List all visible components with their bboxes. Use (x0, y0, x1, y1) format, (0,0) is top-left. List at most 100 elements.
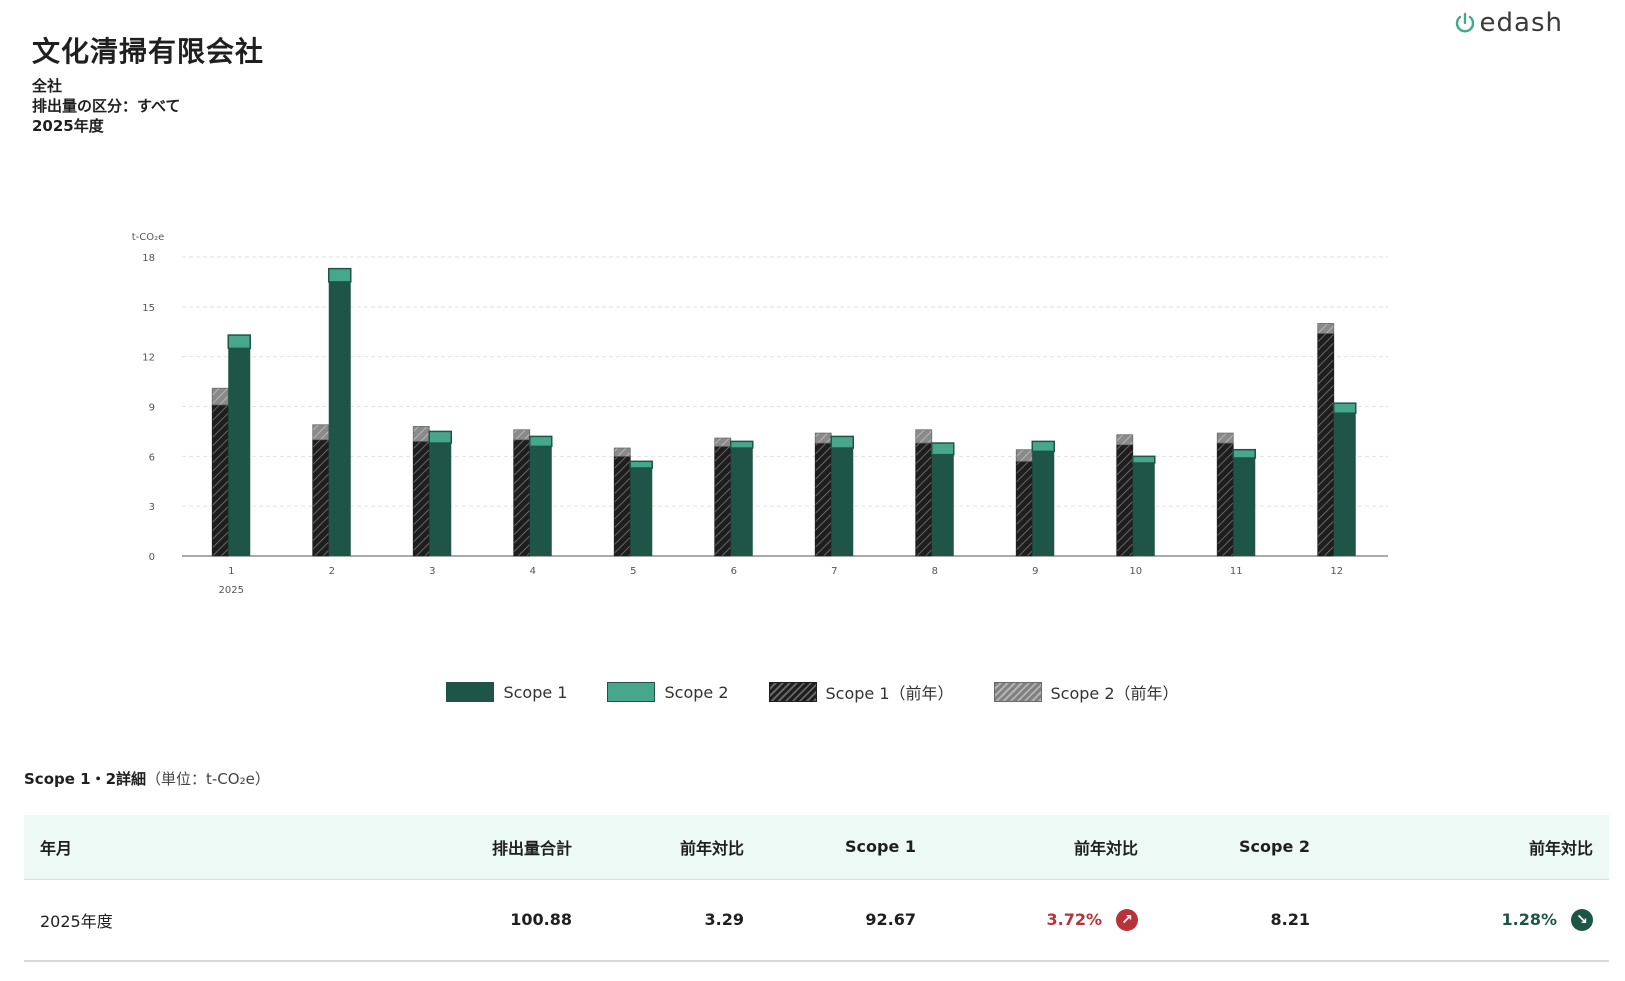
bar-scope1-prev (714, 445, 732, 557)
cell-period: 2025年度 (40, 911, 113, 931)
legend-label: Scope 1（前年） (825, 684, 954, 703)
bar-scope2-prev (1317, 323, 1335, 334)
bar-scope2 (1031, 440, 1055, 453)
fiscal-year-label: 2025年度 (32, 117, 104, 135)
bar-scope2 (1132, 455, 1156, 464)
scope2-yoy-value: 1.28% (1501, 910, 1557, 930)
bar-scope2-prev (1116, 434, 1134, 446)
col-header-total: 排出量合計 (386, 815, 588, 880)
legend-label: Scope 2 (664, 682, 729, 702)
bar-scope1-prev (1317, 333, 1335, 557)
x-tick-label: 5 (630, 566, 636, 577)
bar-scope1-prev (613, 455, 631, 557)
legend-item-scope1-prev[interactable]: Scope 1（前年） (768, 680, 954, 704)
y-tick-label: 12 (142, 353, 155, 364)
legend-swatch-scope2-prev (993, 682, 1042, 702)
x-tick-label: 4 (530, 566, 536, 577)
scope2-yoy-ratio: 1.28% ↘ (1501, 908, 1593, 931)
y-tick-label: 9 (149, 403, 155, 414)
bar-scope1 (1132, 462, 1155, 556)
legend-item-scope2-prev[interactable]: Scope 2（前年） (993, 680, 1179, 704)
bar-scope2-prev (513, 429, 531, 441)
trend-up-icon: ↗ (1116, 908, 1138, 931)
report-meta: 全社 排出量の区分：すべて 2025年度 (32, 76, 180, 136)
col-header-period: 年月 (24, 815, 386, 880)
bar-scope2 (328, 267, 352, 283)
col-header-scope2-yoy: 前年対比 (1326, 815, 1609, 880)
bar-scope1 (228, 348, 251, 556)
legend-swatch-scope2 (607, 682, 656, 702)
x-tick-label: 2 (329, 566, 335, 577)
bar-scope1-prev (1216, 442, 1234, 557)
legend-label: Scope 1 (503, 682, 568, 702)
x-tick-label: 11 (1230, 566, 1243, 577)
cell-scope1-yoy: 3.72% ↗ (932, 879, 1154, 961)
legend-label: Scope 2（前年） (1050, 684, 1179, 703)
bar-scope1 (1233, 457, 1256, 556)
scope-label: 全社 (32, 77, 63, 95)
bar-scope2-prev (211, 387, 229, 406)
power-leaf-icon (1455, 12, 1474, 33)
y-tick-label: 15 (142, 303, 155, 314)
bar-scope1 (328, 281, 351, 556)
x-tick-label: 7 (831, 566, 837, 577)
bar-scope2-prev (613, 447, 631, 457)
x-tick-label: 6 (731, 566, 737, 577)
bar-scope1 (831, 448, 854, 556)
bar-scope1-prev (513, 439, 531, 557)
bar-scope2 (1333, 402, 1357, 414)
x-tick-label: 3 (429, 566, 435, 577)
company-name: 文化清掃有限会社 (32, 35, 265, 68)
x-tick-label: 10 (1129, 566, 1142, 577)
edash-logo: edash (1454, 8, 1563, 38)
legend-item-scope1[interactable]: Scope 1 (446, 682, 567, 702)
y-tick-label: 0 (149, 552, 155, 563)
scope1-yoy-ratio: 3.72% ↗ (1046, 908, 1138, 931)
bar-scope2 (428, 430, 452, 444)
bar-scope1 (730, 448, 753, 556)
bar-scope2-prev (312, 424, 330, 441)
y-unit-label: t-CO₂e (132, 232, 165, 243)
bar-scope1-prev (1116, 444, 1134, 557)
bar-scope2 (227, 334, 251, 350)
y-tick-label: 6 (149, 452, 155, 463)
bar-scope2-prev (1216, 432, 1234, 444)
table-header-row: 年月 排出量合計 前年対比 Scope 1 前年対比 Scope 2 前年対比 (24, 815, 1609, 880)
x-year-label: 2025 (219, 585, 244, 596)
details-table: 年月 排出量合計 前年対比 Scope 1 前年対比 Scope 2 前年対比 … (24, 815, 1609, 962)
table-row: 2025年度 100.88 3.29 92.67 3.72% ↗ 8.21 1.… (24, 879, 1609, 961)
legend-swatch-scope1 (446, 682, 495, 702)
bar-scope1-prev (915, 442, 933, 557)
bar-scope2-prev (915, 429, 933, 444)
trend-down-icon: ↘ (1571, 908, 1593, 931)
bar-scope2 (529, 435, 553, 448)
cell-total: 100.88 (510, 910, 572, 930)
y-tick-label: 18 (142, 253, 155, 264)
x-tick-label: 9 (1032, 566, 1038, 577)
bar-scope1-prev (814, 442, 832, 557)
details-unit: （単位：t-CO₂e） (146, 770, 270, 788)
cell-total-yoy: 3.29 (704, 910, 744, 930)
bar-scope1-prev (412, 440, 430, 557)
bar-scope1-prev (211, 404, 229, 557)
bar-scope2 (931, 442, 955, 456)
bar-scope2 (1232, 448, 1256, 459)
bar-scope2-prev (814, 432, 832, 444)
bar-scope1 (931, 454, 954, 556)
bar-scope1 (1333, 413, 1356, 556)
bar-scope2-prev (1015, 449, 1033, 462)
details-title-text: Scope 1・2詳細 (24, 770, 147, 788)
cell-scope2: 8.21 (1270, 910, 1310, 930)
cell-scope1: 92.67 (865, 910, 916, 930)
cell-scope2-yoy: 1.28% ↘ (1326, 879, 1609, 961)
bar-scope2-prev (412, 426, 430, 442)
bar-scope1 (429, 443, 452, 556)
x-tick-label: 8 (932, 566, 938, 577)
bar-scope1-prev (1015, 460, 1033, 557)
bar-scope1 (529, 446, 552, 556)
col-header-scope1-yoy: 前年対比 (932, 815, 1154, 880)
legend-item-scope2[interactable]: Scope 2 (607, 682, 729, 702)
bar-scope2 (830, 435, 854, 449)
bar-scope2 (730, 440, 754, 449)
